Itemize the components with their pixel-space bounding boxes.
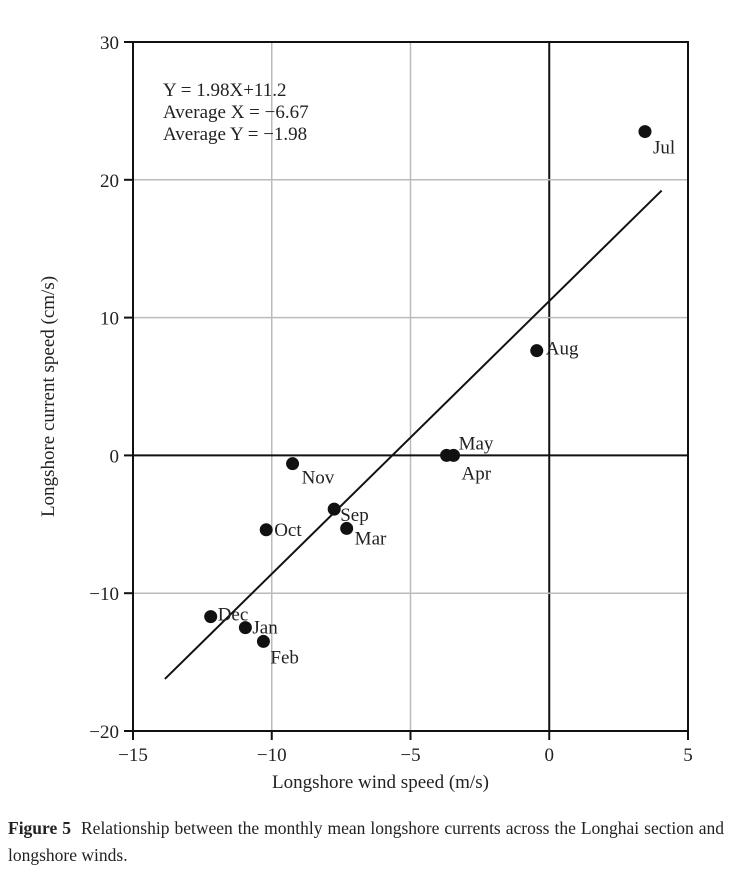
point-label: May [459, 433, 494, 454]
y-tick-label: 20 [100, 171, 119, 192]
y-tick-label: 0 [110, 446, 120, 467]
x-tick-label: −15 [118, 745, 148, 766]
point-label: Feb [270, 647, 299, 668]
data-point [340, 521, 354, 535]
x-tick-label: −5 [400, 745, 420, 766]
equation-annotation: Y = 1.98X+11.2 [163, 80, 286, 101]
data-point [327, 502, 341, 516]
equation-annotation: Average X = −6.67 [163, 102, 309, 123]
regression-line [164, 189, 663, 680]
y-tick-label: 10 [100, 309, 119, 330]
data-point [238, 621, 252, 635]
data-point [286, 457, 300, 471]
point-label: Jan [252, 618, 278, 639]
y-axis-label: Longshore current speed (cm/s) [38, 276, 59, 517]
caption-label: Figure 5 [8, 818, 71, 838]
point-label: Sep [340, 505, 369, 526]
y-tick-label: −20 [89, 722, 119, 743]
y-tick-label: −10 [89, 584, 119, 605]
data-point [204, 610, 218, 624]
data-point [259, 523, 273, 537]
x-tick-label: 0 [545, 745, 555, 766]
scatter-chart: −15 −10 −5 0 5 −20 −10 0 10 20 30 Longshore wind sp… [38, 33, 693, 793]
data-point [530, 344, 544, 358]
point-label: Mar [355, 528, 387, 549]
point-label: Oct [274, 520, 302, 541]
point-label: Aug [546, 339, 579, 360]
x-tick-label: 5 [683, 745, 693, 766]
point-label: Nov [302, 468, 335, 489]
x-axis-label: Longshore wind speed (m/s) [272, 772, 489, 793]
figure-caption: Figure 5 Relationship between the monthly… [8, 815, 724, 869]
equation-annotation: Average Y = −1.98 [163, 124, 307, 145]
y-tick-label: 30 [100, 33, 119, 54]
point-label: Apr [462, 463, 492, 484]
x-tick-label: −10 [257, 745, 287, 766]
caption-text: Relationship between the monthly mean lo… [8, 818, 724, 865]
data-point [447, 448, 461, 462]
data-point [256, 634, 270, 648]
point-label: Dec [218, 605, 249, 626]
data-point [638, 125, 652, 139]
point-label: Jul [653, 138, 675, 159]
